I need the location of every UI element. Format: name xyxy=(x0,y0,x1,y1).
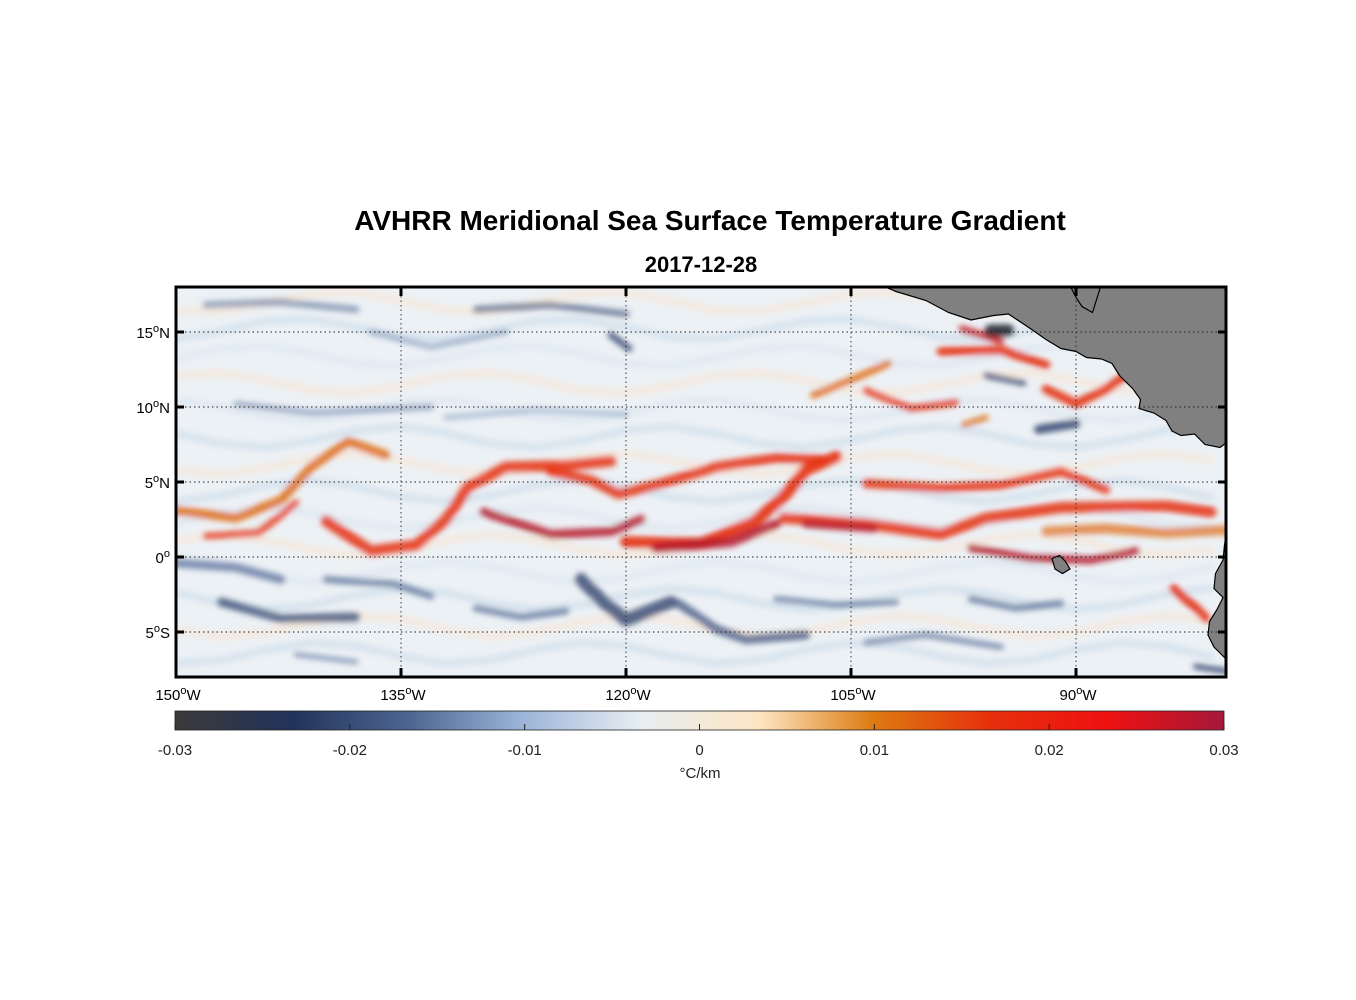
colorbar-tick-label: 0.03 xyxy=(1209,742,1238,759)
gridlines xyxy=(176,287,1226,677)
field-band xyxy=(674,599,811,644)
colorbar-tick-label: -0.02 xyxy=(333,742,367,759)
map-title: AVHRR Meridional Sea Surface Temperature… xyxy=(354,205,1066,236)
field-band xyxy=(176,437,391,523)
field-band xyxy=(1193,663,1226,674)
colorbar-tick-label: 0.01 xyxy=(860,742,889,759)
y-tick-label: 5oN xyxy=(145,473,170,492)
map-subtitle: 2017-12-28 xyxy=(644,252,758,277)
map-ticks xyxy=(174,287,1226,677)
field-band xyxy=(176,342,1215,370)
field-band xyxy=(936,345,1051,370)
field-band xyxy=(176,476,1215,506)
field-band xyxy=(233,401,434,416)
field-band xyxy=(176,422,1215,452)
field-band xyxy=(472,604,570,621)
x-tick-label: 135oW xyxy=(380,685,426,704)
field-band xyxy=(862,387,960,412)
colorbar: -0.03 -0.02 -0.01 0 0.01 0.02 0.03 °C/km xyxy=(158,710,1239,782)
x-tick-label: 120oW xyxy=(605,685,651,704)
y-axis-tick-labels: 15oN 10oN 5oN 0o 5oS xyxy=(136,323,170,642)
colorbar-tick-label: -0.01 xyxy=(508,742,542,759)
colorbar-tick-label: -0.03 xyxy=(158,742,192,759)
field-band xyxy=(810,360,892,399)
field-band xyxy=(651,519,781,553)
field-band xyxy=(176,395,1215,425)
field-band xyxy=(546,453,826,499)
field-band xyxy=(176,638,1215,668)
field-band xyxy=(1041,523,1226,538)
field-band xyxy=(322,576,435,600)
field-band xyxy=(958,325,1005,345)
sst-gradient-field xyxy=(176,287,1226,677)
field-band xyxy=(176,368,1215,398)
field-band xyxy=(176,558,286,584)
field-band xyxy=(802,520,878,533)
field-band xyxy=(320,455,617,557)
y-tick-label: 15oN xyxy=(136,323,170,342)
colorbar-unit-label: °C/km xyxy=(680,765,721,782)
land-south-america xyxy=(1207,534,1226,677)
field-band xyxy=(202,298,360,313)
field-band xyxy=(1169,584,1211,623)
colorbar-tick-label: 0.02 xyxy=(1035,742,1064,759)
y-tick-label: 5oS xyxy=(146,623,170,642)
land-mask xyxy=(883,287,1226,677)
field-band xyxy=(983,372,1027,386)
field-band xyxy=(216,597,361,623)
field-band xyxy=(368,329,509,350)
field-band xyxy=(472,301,630,318)
colorbar-tick-labels: -0.03 -0.02 -0.01 0 0.01 0.02 0.03 xyxy=(158,742,1239,759)
field-band xyxy=(967,595,1065,612)
field-band xyxy=(293,652,359,665)
field-band xyxy=(863,632,1004,650)
colorbar-tick-label: 0 xyxy=(695,742,703,759)
colorbar-ticks xyxy=(174,724,1225,730)
y-tick-label: 0o xyxy=(156,548,170,567)
field-band xyxy=(773,596,899,608)
field-band xyxy=(1034,419,1081,434)
x-tick-label: 90oW xyxy=(1060,685,1098,704)
x-tick-label: 150oW xyxy=(155,685,201,704)
field-band xyxy=(960,414,989,428)
land-galapagos xyxy=(1051,554,1071,575)
field-band xyxy=(574,573,678,627)
field-band xyxy=(443,407,629,421)
x-axis-tick-labels: 150oW 135oW 120oW 105oW 90oW xyxy=(155,685,1097,704)
y-tick-label: 10oN xyxy=(136,398,170,417)
land-central-america xyxy=(883,287,1226,449)
x-tick-label: 105oW xyxy=(830,685,876,704)
field-band xyxy=(202,499,300,540)
